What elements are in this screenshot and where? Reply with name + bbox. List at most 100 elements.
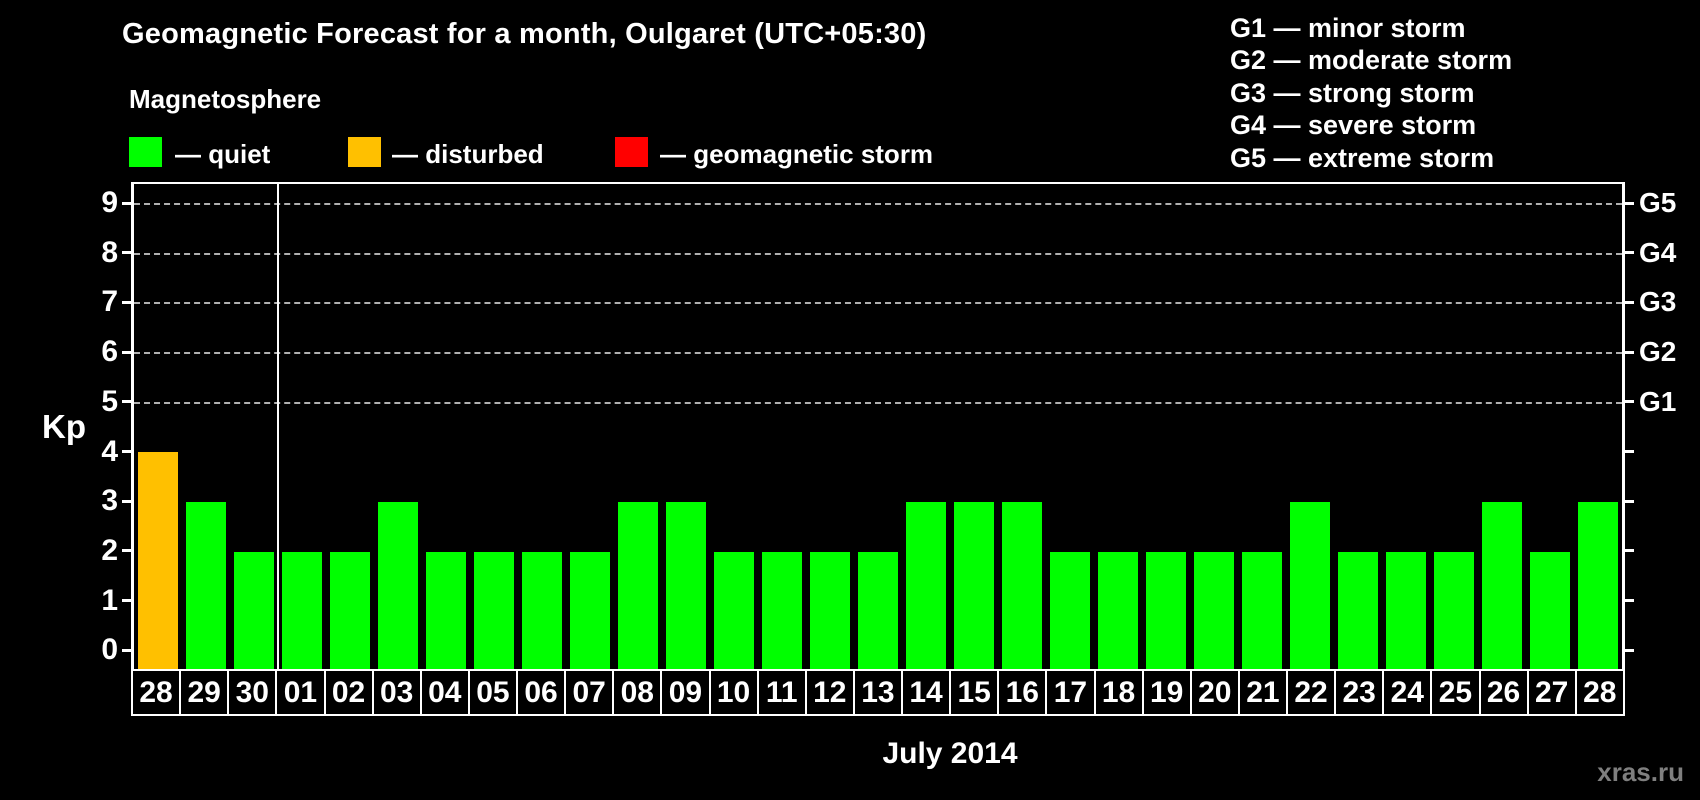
y-tick-left-7 [122, 300, 131, 304]
date-cell-03: 03 [371, 669, 422, 716]
storm-scale-g2: G2 — moderate storm [1230, 45, 1513, 76]
kp-bar-05 [474, 551, 514, 669]
y-tick-left-1 [122, 599, 131, 603]
kp-bar-29 [186, 501, 226, 669]
kp-bar-07 [570, 551, 610, 669]
y-tick-left-4 [122, 450, 131, 453]
y-axis-tick-label-9: 9 [101, 186, 118, 219]
kp-bar-02 [330, 551, 370, 669]
y-tick-left-5 [122, 400, 131, 404]
kp-bar-18 [1098, 551, 1138, 669]
legend-swatch-quiet [129, 137, 162, 167]
y-tick-right-1 [1625, 599, 1634, 603]
kp-bar-04 [426, 551, 466, 669]
date-cell-06: 06 [516, 669, 567, 716]
y-tick-left-2 [122, 549, 131, 553]
legend-label-storm: — geomagnetic storm [660, 139, 934, 169]
kp-bar-01 [282, 551, 322, 669]
kp-bar-24 [1386, 551, 1426, 669]
gridline-kp-7 [134, 302, 1622, 305]
kp-bar-30 [234, 551, 274, 669]
date-cell-14: 14 [901, 669, 952, 716]
y-axis-tick-label-8: 8 [101, 235, 118, 269]
date-cell-12: 12 [804, 669, 855, 716]
kp-bar-17 [1050, 551, 1090, 669]
kp-bar-25 [1434, 551, 1474, 669]
legend-label-disturbed: — disturbed [392, 139, 544, 169]
date-cell-16: 16 [997, 669, 1048, 716]
kp-bar-21 [1242, 551, 1282, 669]
y-tick-right-7 [1625, 300, 1634, 304]
date-cell-05: 05 [467, 669, 518, 716]
date-cell-22: 22 [1286, 669, 1337, 716]
y-tick-left-8 [122, 251, 131, 255]
y-tick-left-6 [122, 350, 131, 354]
y-axis-tick-label-7: 7 [101, 285, 118, 319]
y-tick-right-5 [1625, 400, 1634, 404]
magnetosphere-legend-title: Magnetosphere [129, 84, 322, 114]
date-cell-18: 18 [1093, 669, 1144, 716]
kp-bar-15 [954, 501, 994, 669]
date-cell-28: 28 [131, 669, 182, 716]
watermark: xras.ru [1597, 757, 1684, 787]
date-cell-30: 30 [227, 669, 278, 716]
storm-scale-g4: G4 — severe storm [1230, 110, 1477, 141]
kp-bar-12 [810, 551, 850, 669]
kp-bar-26 [1482, 501, 1522, 669]
kp-bar-03 [378, 501, 418, 669]
storm-scale-g5: G5 — extreme storm [1230, 142, 1495, 173]
kp-bar-28 [1578, 501, 1618, 669]
y-tick-left-3 [122, 499, 131, 503]
date-cell-29: 29 [179, 669, 230, 716]
y-tick-right-2 [1625, 549, 1634, 553]
y-tick-right-0 [1625, 648, 1634, 652]
date-cell-20: 20 [1189, 669, 1240, 716]
month-separator-line [277, 184, 279, 671]
y-axis-title: Kp [42, 408, 86, 445]
date-cell-26: 26 [1478, 669, 1529, 716]
y-axis-tick-label-2: 2 [101, 533, 118, 567]
gridline-kp-8 [134, 252, 1622, 255]
kp-bar-27 [1530, 551, 1570, 669]
date-cell-17: 17 [1045, 669, 1096, 716]
kp-bar-13 [858, 551, 898, 669]
date-cell-24: 24 [1382, 669, 1433, 716]
kp-bar-10 [714, 551, 754, 669]
g-axis-label-G2: G2 [1639, 336, 1677, 368]
kp-bar-16 [1002, 501, 1042, 669]
gridline-kp-9 [134, 203, 1622, 205]
date-cell-27: 27 [1526, 669, 1577, 716]
storm-scale-g1: G1 — minor storm [1230, 13, 1466, 43]
y-tick-left-0 [122, 648, 131, 652]
g-axis-label-G3: G3 [1639, 286, 1677, 318]
y-axis-tick-label-3: 3 [101, 484, 118, 518]
kp-bar-28 [138, 452, 178, 669]
date-axis-row: 28 29 30 01 02 03 04 05 06 07 08 09 10 11 12 13 14 15 16 17… [131, 669, 1625, 716]
y-tick-right-6 [1625, 350, 1634, 354]
gridline-kp-5 [134, 401, 1622, 404]
date-cell-08: 08 [612, 669, 663, 716]
date-cell-15: 15 [949, 669, 1000, 716]
kp-bar-23 [1338, 551, 1378, 669]
g-axis-label-G5: G5 [1639, 187, 1677, 218]
y-axis-tick-label-1: 1 [101, 583, 118, 617]
date-cell-04: 04 [419, 669, 470, 716]
date-cell-23: 23 [1334, 669, 1385, 716]
date-cell-07: 07 [564, 669, 615, 716]
month-label: July 2014 [882, 737, 1018, 770]
y-tick-right-9 [1625, 201, 1634, 205]
date-cell-11: 11 [756, 669, 807, 716]
storm-scale-legend: G1 — minor storm G2 — moderate storm G3 … [1230, 12, 1512, 174]
legend-label-quiet: — quiet [175, 139, 271, 169]
gridline-kp-6 [134, 352, 1622, 355]
kp-bar-11 [762, 551, 802, 669]
kp-bar-08 [618, 501, 658, 669]
kp-bar-14 [906, 501, 946, 669]
kp-bar-06 [522, 551, 562, 669]
date-cell-01: 01 [275, 669, 326, 716]
legend-swatch-disturbed [348, 137, 381, 167]
kp-bar-09 [666, 501, 706, 669]
g-axis-label-G4: G4 [1639, 236, 1677, 268]
y-tick-right-4 [1625, 450, 1634, 453]
kp-bar-22 [1290, 501, 1330, 669]
